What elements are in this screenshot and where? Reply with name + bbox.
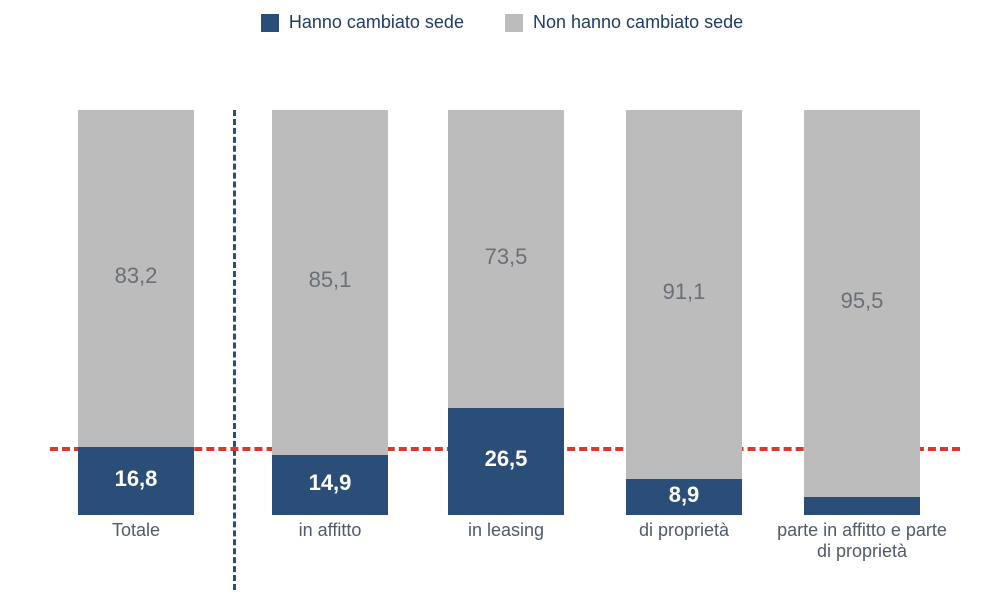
bar-label-changed-0: 16,8 <box>78 466 194 492</box>
bar-group-4: 4,5 95,5 <box>804 110 920 515</box>
x-label-1: in affitto <box>240 520 420 541</box>
x-axis-labels: Totale in affitto in leasing di propriet… <box>50 520 960 580</box>
bar-group-0: 16,8 83,2 <box>78 110 194 515</box>
bar-label-changed-2: 26,5 <box>448 446 564 472</box>
bar-label-unchanged-3: 91,1 <box>626 279 742 305</box>
x-label-0: Totale <box>46 520 226 541</box>
legend: Hanno cambiato sede Non hanno cambiato s… <box>0 12 1004 37</box>
bar-group-3: 8,9 91,1 <box>626 110 742 515</box>
legend-item-changed: Hanno cambiato sede <box>261 12 464 33</box>
bar-group-2: 26,5 73,5 <box>448 110 564 515</box>
bar-group-1: 14,9 85,1 <box>272 110 388 515</box>
legend-label-unchanged: Non hanno cambiato sede <box>533 12 743 33</box>
x-label-2: in leasing <box>416 520 596 541</box>
bar-seg-changed-4 <box>804 497 920 515</box>
bar-label-changed-3: 8,9 <box>626 482 742 508</box>
bar-label-unchanged-4: 95,5 <box>804 288 920 314</box>
x-label-4: parte in affitto e parte di proprietà <box>772 520 952 561</box>
bar-label-unchanged-1: 85,1 <box>272 267 388 293</box>
vertical-divider <box>233 110 236 590</box>
legend-swatch-changed <box>261 14 279 32</box>
bar-label-changed-1: 14,9 <box>272 470 388 496</box>
x-label-3: di proprietà <box>594 520 774 541</box>
bar-label-unchanged-2: 73,5 <box>448 244 564 270</box>
legend-label-changed: Hanno cambiato sede <box>289 12 464 33</box>
stacked-bar-chart: Hanno cambiato sede Non hanno cambiato s… <box>0 0 1004 595</box>
legend-swatch-unchanged <box>505 14 523 32</box>
plot-area: 16,8 83,2 14,9 85,1 26,5 73,5 8,9 91,1 <box>50 110 960 515</box>
legend-item-unchanged: Non hanno cambiato sede <box>505 12 743 33</box>
bar-label-unchanged-0: 83,2 <box>78 263 194 289</box>
